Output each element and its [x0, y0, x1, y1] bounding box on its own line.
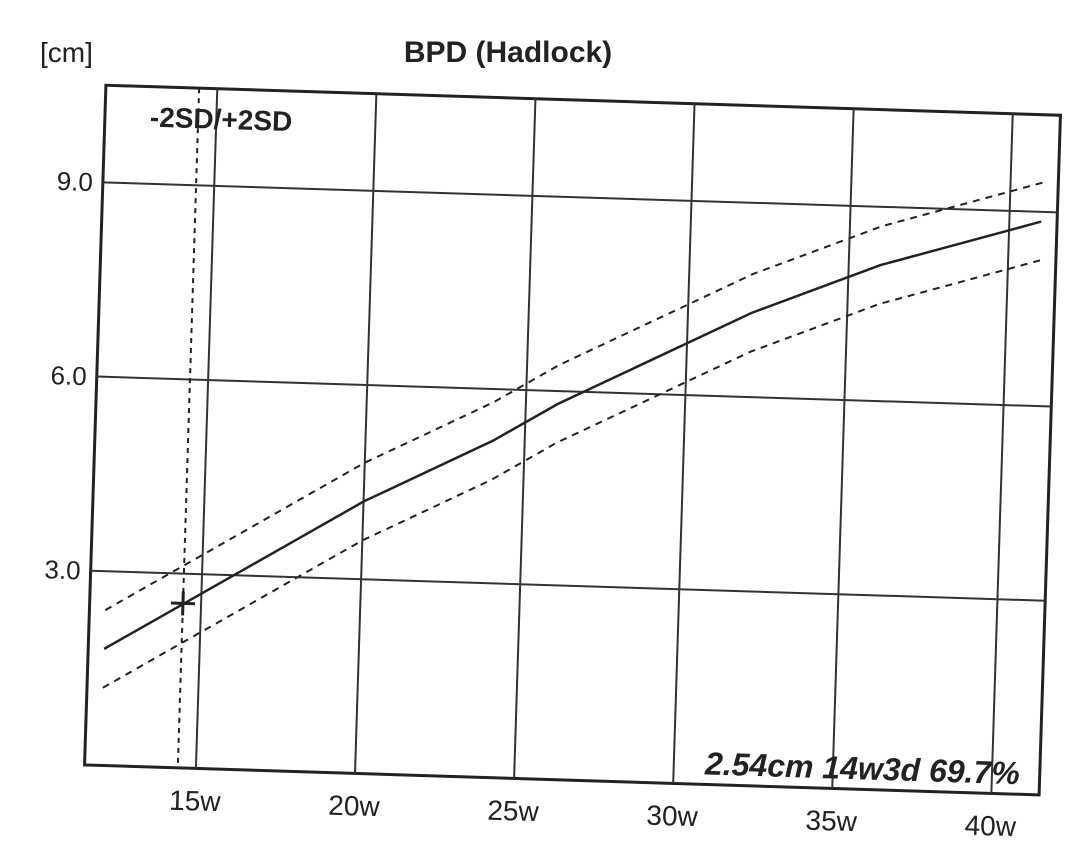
measurement-dashed-line	[176, 88, 201, 768]
x-gridline-1	[354, 93, 378, 774]
x-tick-labels: 15w 20w 25w 30w 35w 40w	[169, 785, 1018, 843]
y-tick-label: 9.0	[56, 166, 93, 197]
x-tick-label: 35w	[805, 805, 858, 838]
legend-label: -2SD/+2SD	[149, 102, 292, 137]
y-gridline-1	[96, 375, 1052, 408]
y-tick-label: 6.0	[50, 360, 87, 391]
x-gridline-4	[831, 108, 855, 789]
measurement-marker	[170, 88, 201, 768]
chart-title: BPD (Hadlock)	[404, 36, 612, 69]
y-axis-unit: [cm]	[40, 37, 93, 68]
x-tick-label: 15w	[169, 785, 222, 818]
x-gridline-5	[990, 113, 1014, 794]
x-tick-label: 20w	[328, 790, 381, 823]
grid	[90, 88, 1058, 794]
plot-frame	[83, 83, 1062, 797]
series-line-2-dashed	[102, 259, 1041, 689]
x-gridline-3	[672, 103, 696, 784]
series-line-0-solid	[103, 220, 1042, 650]
measurement-cross-v	[181, 591, 185, 616]
x-tick-label: 40w	[964, 810, 1017, 843]
y-gridline-0	[90, 569, 1046, 602]
y-tick-labels: 3.0 6.0 9.0	[44, 166, 93, 586]
plot-group: 3.0 6.0 9.0 15w 20w 25w 30w 35w 40w -2SD/+2SD 2…	[44, 83, 1062, 843]
x-tick-label: 25w	[487, 795, 540, 828]
series-group	[102, 181, 1043, 689]
x-gridline-2	[513, 98, 537, 779]
y-gridline-2	[102, 181, 1058, 214]
y-tick-label: 3.0	[44, 554, 81, 585]
x-gridline-0	[194, 88, 219, 769]
x-tick-label: 30w	[646, 800, 699, 833]
series-line-1-dashed	[104, 181, 1043, 611]
